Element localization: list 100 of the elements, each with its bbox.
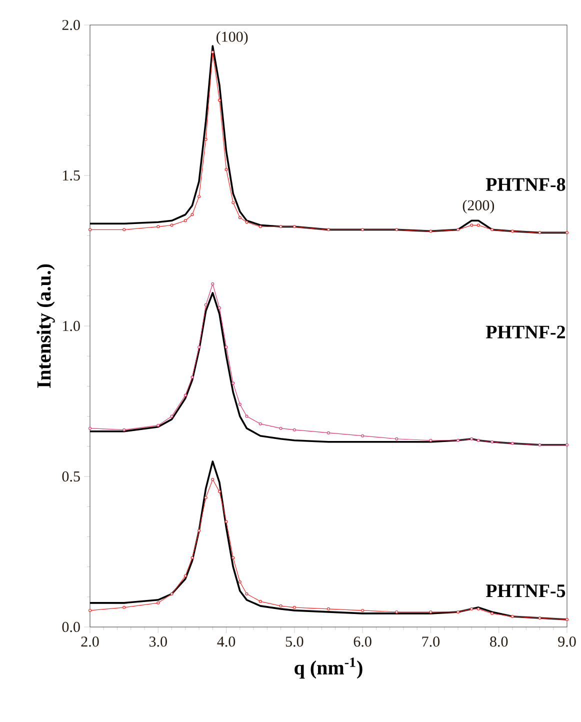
- point: [361, 228, 364, 232]
- annotation: PHTNF-5: [486, 584, 566, 598]
- point: [538, 616, 542, 620]
- point: [566, 618, 569, 621]
- point: [238, 216, 242, 220]
- point: [476, 224, 480, 227]
- point: [429, 230, 432, 233]
- y-tick-label: 1.5: [63, 170, 80, 181]
- point: [184, 574, 187, 578]
- point: [361, 434, 364, 438]
- x-axis-title: q (nm$^{-1}$): [294, 658, 362, 679]
- point: [224, 346, 228, 349]
- point: [245, 592, 248, 596]
- point: [238, 580, 242, 584]
- x-tick-label: 9.0: [558, 636, 576, 647]
- point: [395, 610, 398, 614]
- point: [490, 228, 494, 232]
- point: [198, 529, 201, 532]
- x-tick-label: 5.0: [286, 636, 304, 647]
- point: [88, 228, 92, 232]
- point: [184, 219, 187, 222]
- point: [395, 437, 398, 440]
- point: [510, 614, 514, 618]
- point: [224, 520, 228, 524]
- point: [470, 607, 474, 610]
- x-tick-label: 8.0: [490, 636, 508, 647]
- point: [198, 195, 201, 198]
- point: [232, 556, 235, 560]
- point: [156, 601, 160, 604]
- point: [170, 224, 174, 227]
- point: [198, 346, 201, 349]
- point: [510, 230, 514, 233]
- point: [510, 442, 514, 445]
- point: [211, 50, 214, 54]
- point: [190, 213, 194, 216]
- point: [224, 168, 228, 171]
- point: [327, 431, 330, 434]
- point: [122, 428, 126, 432]
- point: [490, 440, 494, 444]
- y-tick-label: 2.0: [62, 20, 80, 30]
- point: [361, 608, 364, 612]
- point: [292, 428, 296, 432]
- point: [327, 228, 330, 232]
- point: [395, 228, 398, 232]
- point: [88, 426, 92, 430]
- point: [538, 443, 542, 446]
- point: [538, 231, 542, 234]
- point: [204, 138, 208, 141]
- point: [429, 438, 432, 442]
- point: [456, 610, 460, 614]
- point: [211, 282, 214, 286]
- point: [490, 612, 494, 615]
- point: [190, 376, 194, 379]
- point: [566, 231, 569, 234]
- point: [156, 225, 160, 228]
- point: [258, 225, 262, 228]
- annotation: PHTNF-8: [486, 178, 566, 191]
- point: [238, 402, 242, 406]
- point: [456, 228, 460, 232]
- point: [476, 438, 480, 442]
- annotation: PHTNF-2: [486, 326, 565, 338]
- point: [122, 228, 126, 232]
- point: [470, 437, 474, 440]
- point: [184, 394, 187, 397]
- point: [258, 600, 262, 603]
- x-tick-label: 3.0: [149, 636, 167, 647]
- y-axis-title: Intensity (a.u.): [36, 264, 55, 388]
- point: [190, 556, 194, 560]
- point: [292, 225, 296, 228]
- x-tick-label: 4.0: [217, 636, 236, 647]
- annotation: (200): [462, 200, 494, 214]
- point: [122, 606, 126, 609]
- point: [279, 225, 282, 228]
- annotation: (100): [216, 31, 248, 45]
- point: [456, 438, 460, 442]
- point: [429, 610, 432, 614]
- point: [279, 426, 282, 430]
- y-tick-label: 0.5: [62, 471, 80, 482]
- y-tick-label: 0.0: [62, 622, 80, 632]
- point: [218, 98, 221, 102]
- point: [258, 422, 262, 426]
- point: [170, 592, 174, 596]
- point: [245, 220, 248, 224]
- point: [470, 224, 474, 227]
- point: [476, 607, 480, 610]
- point: [327, 607, 330, 610]
- point: [245, 414, 248, 418]
- x-tick-label: 6.0: [354, 636, 372, 647]
- point: [204, 303, 208, 306]
- point: [88, 608, 92, 612]
- point: [218, 306, 221, 310]
- x-tick-label: 7.0: [422, 636, 440, 647]
- point: [204, 496, 208, 500]
- x-tick-label: 2.0: [81, 636, 99, 647]
- point: [232, 201, 235, 204]
- point: [156, 424, 160, 427]
- point: [232, 382, 235, 385]
- point: [170, 414, 174, 418]
- y-tick-label: 1.0: [63, 320, 80, 332]
- point: [218, 490, 221, 494]
